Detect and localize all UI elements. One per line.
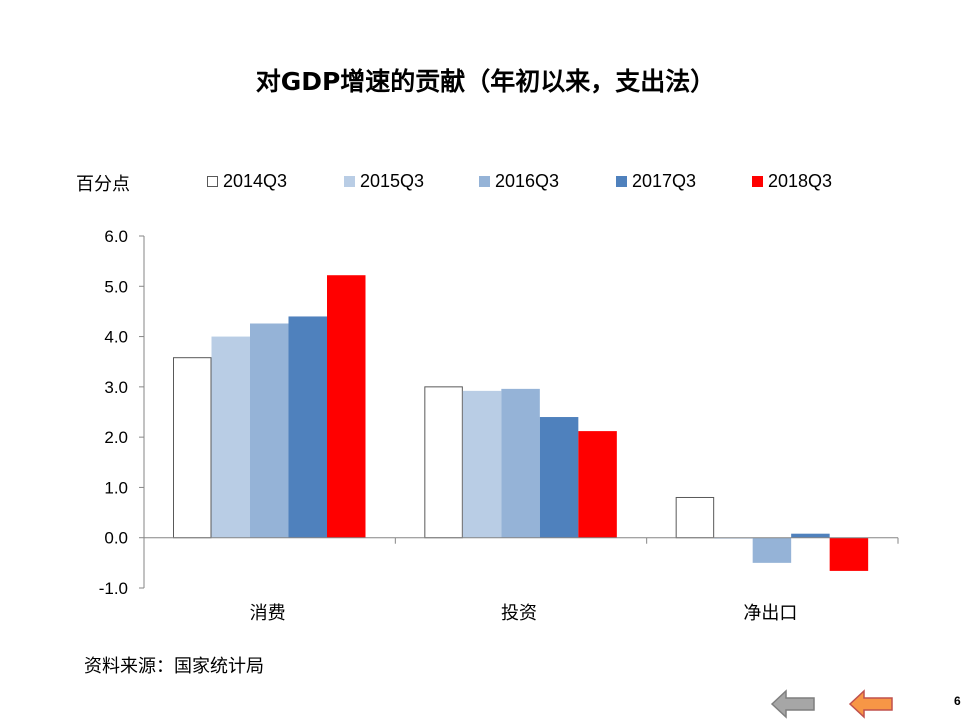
legend-label: 2016Q3 [495, 171, 560, 191]
prev-slide-button[interactable] [770, 688, 816, 720]
left-arrow-icon [848, 689, 893, 719]
next-slide-button[interactable] [848, 688, 894, 720]
bar-2017q3-1 [539, 417, 579, 538]
legend-label: 2017Q3 [632, 171, 697, 191]
legend-item-2015q3: 2015Q3 [344, 171, 424, 192]
y-tick-label: 1.0 [104, 478, 128, 497]
bar-2017q3-0 [288, 316, 327, 538]
bar-2018q3-1 [578, 431, 617, 538]
source-note: 资料来源：国家统计局 [84, 656, 264, 677]
y-tick-label: -1.0 [99, 579, 128, 598]
chart-title: 对GDP增速的贡献（年初以来，支出法） [255, 67, 716, 96]
x-category-label: 投资 [501, 603, 537, 624]
legend-item-2016q3: 2016Q3 [479, 171, 559, 192]
x-category-label: 净出口 [743, 603, 797, 624]
legend-swatch [479, 176, 490, 187]
bar-2015q3-0 [211, 336, 250, 538]
y-tick-label: 5.0 [104, 277, 128, 296]
legend-label: 2018Q3 [768, 171, 833, 191]
legend-label: 2015Q3 [360, 171, 425, 191]
bar-2015q3-1 [462, 390, 502, 538]
bar-2016q3-1 [501, 388, 540, 538]
x-category-label: 消费 [250, 603, 286, 624]
y-axis-unit-label: 百分点 [76, 174, 130, 195]
legend-label: 2014Q3 [223, 171, 288, 191]
bar-2016q3-2 [752, 537, 792, 563]
bar-2018q3-0 [327, 275, 366, 538]
legend-swatch [616, 176, 627, 187]
y-tick-label: 4.0 [104, 328, 128, 347]
bar-2016q3-0 [250, 323, 289, 538]
bar-2018q3-2 [829, 537, 869, 571]
y-tick-label: 2.0 [104, 428, 128, 447]
bar-2014q3-1 [424, 386, 463, 539]
legend-item-2014q3: 2014Q3 [207, 171, 287, 192]
legend-swatch [207, 176, 218, 187]
y-tick-label: 3.0 [104, 378, 128, 397]
legend-item-2018q3: 2018Q3 [752, 171, 832, 192]
left-arrow-icon [770, 689, 815, 719]
legend-item-2017q3: 2017Q3 [616, 171, 696, 192]
bar-2015q3-2 [714, 537, 753, 539]
bar-2014q3-2 [675, 496, 715, 539]
legend-swatch [344, 176, 355, 187]
legend-swatch [752, 176, 763, 187]
bar-2017q3-2 [791, 533, 830, 538]
y-tick-label: 6.0 [104, 227, 128, 246]
bar-2014q3-0 [173, 357, 212, 539]
y-tick-label: 0.0 [104, 529, 128, 548]
page-number: 6 [954, 694, 961, 708]
